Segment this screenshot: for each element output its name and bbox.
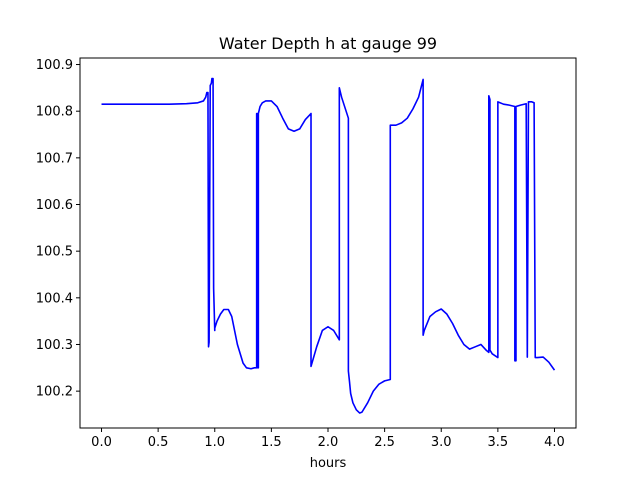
x-tick-label: 2.5 [374,435,395,450]
x-tick-label: 0.5 [148,435,169,450]
y-tick-label: 100.9 [36,58,73,73]
y-tick-label: 100.3 [36,338,73,353]
y-tick-label: 100.7 [36,151,73,166]
x-tick-label: 4.0 [544,435,565,450]
x-tick-label: 1.0 [204,435,225,450]
x-tick-label: 3.0 [431,435,452,450]
y-tick-label: 100.6 [36,198,73,213]
x-tick-label: 3.5 [488,435,509,450]
series-line-water-depth [101,77,556,414]
x-axis: 0.0 0.5 1.0 1.5 2.0 2.5 3.0 3.5 4.0 [91,428,565,450]
y-axis: 100.2 100.3 100.4 100.5 100.6 100.7 100.8 100.9 [36,58,80,400]
x-tick-label: 2.0 [318,435,339,450]
x-tick-label: 1.5 [261,435,282,450]
y-tick-label: 100.4 [36,291,73,306]
x-axis-label: hours [310,456,347,471]
y-tick-label: 100.8 [36,105,73,120]
y-tick-label: 100.2 [36,385,73,400]
chart-title: Water Depth h at gauge 99 [219,34,437,53]
x-tick-label: 0.0 [91,435,112,450]
y-tick-label: 100.5 [36,245,73,260]
plot-area [101,77,556,414]
